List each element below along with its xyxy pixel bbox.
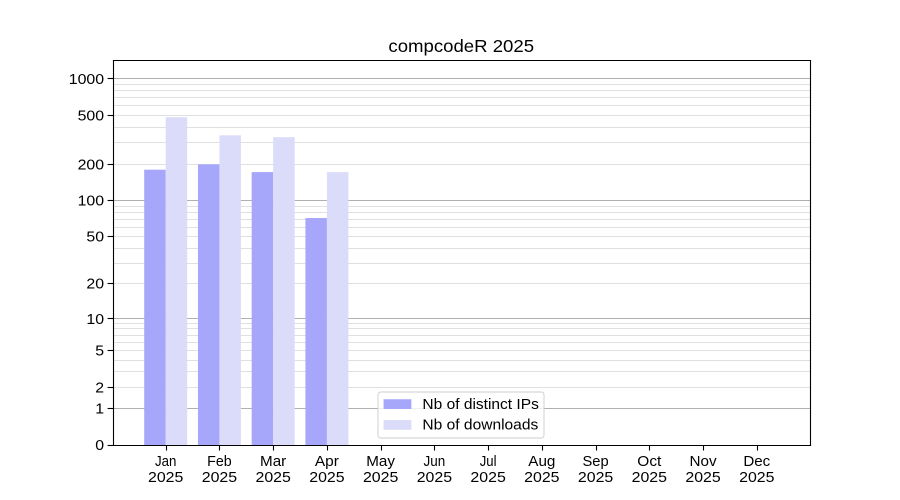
svg-text:10: 10 xyxy=(86,312,104,328)
svg-text:Oct: Oct xyxy=(637,454,661,470)
svg-text:2025: 2025 xyxy=(363,470,398,486)
svg-text:2025: 2025 xyxy=(148,470,183,486)
svg-text:1: 1 xyxy=(95,402,104,418)
svg-text:2025: 2025 xyxy=(632,470,667,486)
svg-text:Nov: Nov xyxy=(690,454,718,470)
svg-text:Jun: Jun xyxy=(424,454,446,470)
svg-text:5: 5 xyxy=(95,343,104,359)
svg-text:2025: 2025 xyxy=(685,470,720,486)
svg-text:0: 0 xyxy=(95,438,104,454)
svg-text:Nb of downloads: Nb of downloads xyxy=(422,418,538,434)
svg-text:100: 100 xyxy=(78,194,105,210)
svg-text:Nb of distinct IPs: Nb of distinct IPs xyxy=(422,397,538,413)
svg-text:2025: 2025 xyxy=(309,470,344,486)
svg-text:2025: 2025 xyxy=(417,470,452,486)
svg-text:Feb: Feb xyxy=(207,454,232,470)
svg-text:200: 200 xyxy=(78,158,105,174)
svg-text:Apr: Apr xyxy=(315,454,339,470)
svg-text:2025: 2025 xyxy=(578,470,613,486)
svg-text:500: 500 xyxy=(78,109,105,125)
svg-text:Sep: Sep xyxy=(583,454,609,470)
svg-text:Aug: Aug xyxy=(528,454,555,470)
svg-text:20: 20 xyxy=(86,277,104,293)
svg-text:2025: 2025 xyxy=(524,470,559,486)
svg-text:2025: 2025 xyxy=(202,470,237,486)
svg-text:Mar: Mar xyxy=(260,454,286,470)
svg-text:Jan: Jan xyxy=(155,454,176,470)
svg-text:Dec: Dec xyxy=(743,454,770,470)
svg-text:2025: 2025 xyxy=(739,470,774,486)
svg-text:2025: 2025 xyxy=(255,470,290,486)
svg-text:2025: 2025 xyxy=(470,470,505,486)
svg-text:May: May xyxy=(366,454,395,470)
svg-text:2: 2 xyxy=(95,381,104,397)
svg-text:compcodeR 2025: compcodeR 2025 xyxy=(388,36,534,56)
svg-text:Jul: Jul xyxy=(480,454,497,470)
svg-text:1000: 1000 xyxy=(69,72,104,88)
svg-text:50: 50 xyxy=(86,230,104,246)
